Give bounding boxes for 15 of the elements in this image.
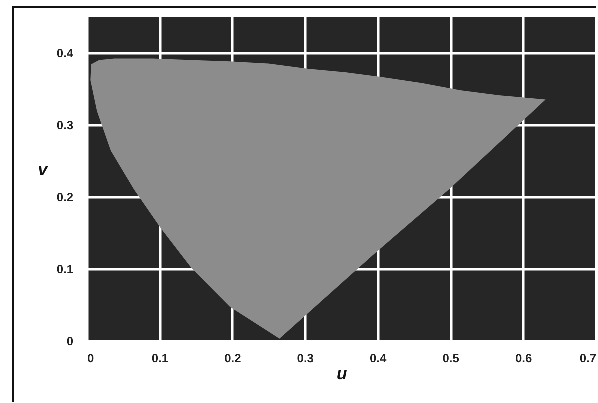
x-tick-label: 0.6 — [515, 352, 532, 366]
y-tick-label: 0.4 — [56, 46, 74, 60]
x-tick-label: 0.5 — [442, 352, 460, 366]
y-tick-label: 0.1 — [56, 262, 74, 276]
x-tick-label: 0.7 — [580, 352, 597, 366]
x-tick-label: 0.1 — [152, 352, 169, 366]
y-tick-label: 0.2 — [56, 190, 74, 204]
x-axis-title: u — [336, 364, 348, 384]
y-axis-title: v — [38, 160, 50, 180]
y-tick-label: 0.3 — [56, 118, 74, 132]
x-tick-label: 0.4 — [370, 352, 388, 366]
y-tick-label: 0 — [66, 334, 74, 348]
x-tick-label: 0 — [88, 352, 94, 366]
x-tick-label: 0.2 — [224, 352, 242, 366]
x-tick-label: 0.3 — [297, 352, 314, 366]
